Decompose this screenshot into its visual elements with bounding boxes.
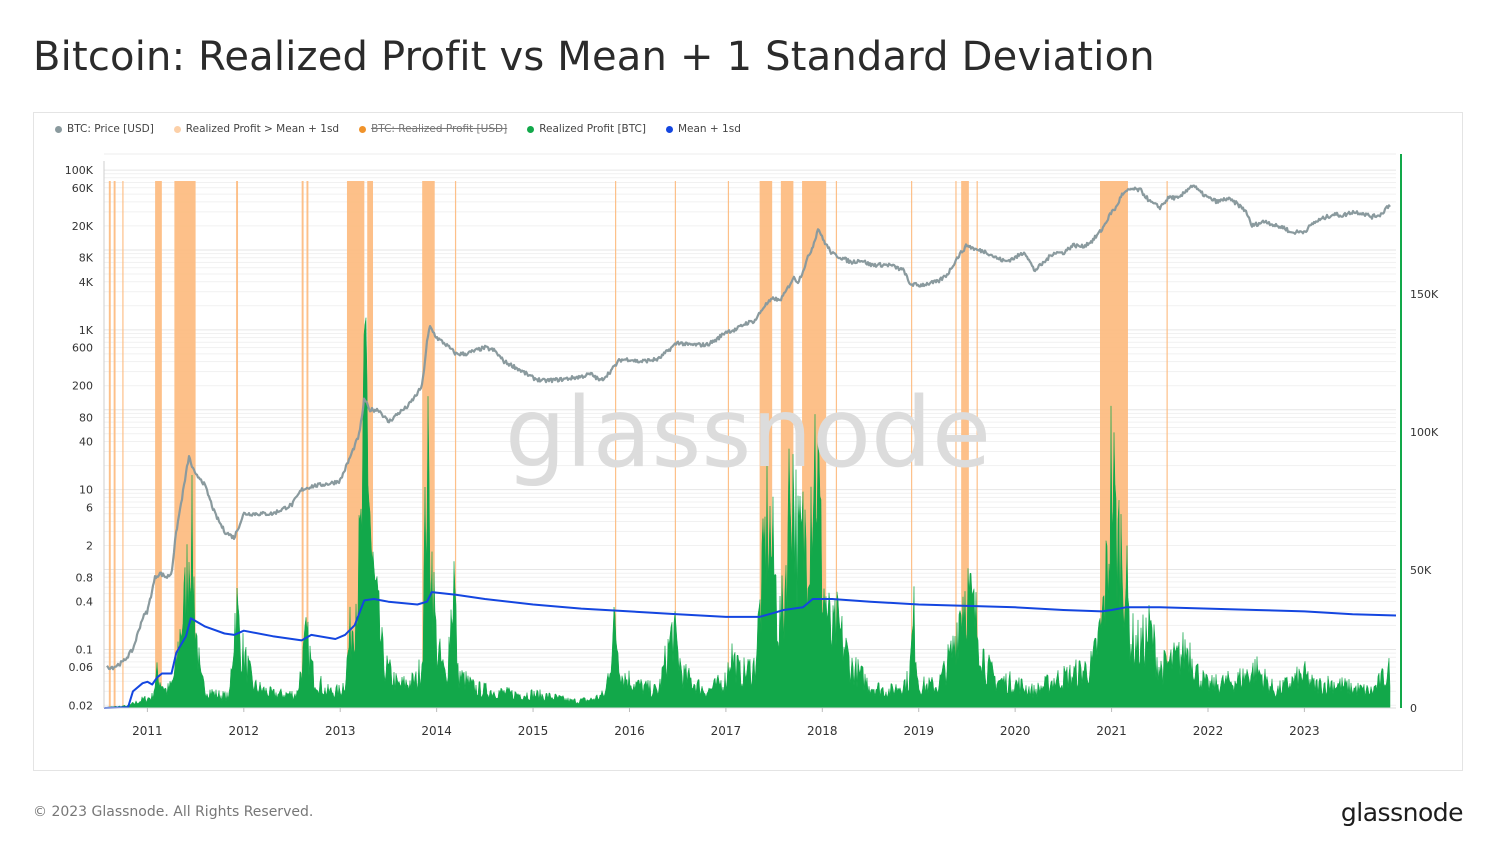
y-left-tick-label: 0.06: [69, 661, 94, 674]
y-left-tick-label: 1K: [79, 324, 94, 337]
y-left-tick-label: 2: [86, 540, 93, 553]
highlight-band: [911, 181, 913, 708]
y-left-tick-label: 100K: [65, 164, 94, 177]
x-tick-label: 2016: [614, 724, 645, 738]
legend-label: Realized Profit > Mean + 1sd: [185, 123, 340, 135]
realized-profit-area: [103, 317, 1391, 709]
y-left-tick-label: 0.1: [76, 643, 94, 656]
x-tick-label: 2022: [1193, 724, 1224, 738]
highlight-band: [727, 181, 730, 708]
y-left-tick-label: 20K: [72, 220, 94, 233]
y-left-tick-label: 8K: [79, 252, 94, 265]
legend-item[interactable]: Realized Profit > Mean + 1sd: [173, 123, 340, 135]
y-right-tick-label: 150K: [1410, 288, 1439, 301]
y-left-tick-label: 6: [86, 501, 93, 514]
highlight-band: [961, 181, 969, 708]
y-left-tick-label: 0.8: [76, 571, 94, 584]
y-left-tick-label: 600: [72, 342, 93, 355]
highlight-band: [367, 181, 374, 708]
x-tick-label: 2021: [1096, 724, 1127, 738]
legend-swatch: [55, 125, 62, 133]
legend-item[interactable]: BTC: Price [USD]: [55, 123, 154, 135]
highlight-band: [236, 181, 239, 708]
x-tick-label: 2018: [807, 724, 838, 738]
y-left-tick-label: 40: [79, 436, 93, 449]
y-right-tick-label: 50K: [1410, 564, 1432, 577]
x-tick-label: 2014: [421, 724, 452, 738]
y-right-tick-label: 0: [1410, 702, 1417, 715]
watermark: glassnode: [505, 377, 991, 489]
y-left-tick-label: 200: [72, 380, 93, 393]
highlight-band: [108, 181, 111, 708]
legend-item[interactable]: Realized Profit [BTC]: [527, 123, 646, 135]
legend-label: BTC: Realized Profit [USD]: [371, 123, 508, 135]
highlight-band: [155, 181, 162, 708]
mean-plus-1sd-line: [103, 591, 1397, 709]
legend-swatch: [665, 125, 673, 133]
x-tick-label: 2013: [325, 724, 356, 738]
price-line: [106, 184, 1391, 671]
x-tick-label: 2019: [903, 724, 934, 738]
legend-label: Mean + 1sd: [677, 123, 741, 135]
realized-profit-layer: [103, 317, 1391, 709]
y-left-tick-label: 0.4: [76, 595, 94, 608]
y-left-tick-label: 0.02: [69, 699, 94, 712]
legend-label: Realized Profit [BTC]: [539, 123, 646, 135]
highlight-band: [454, 181, 457, 708]
page-title: Bitcoin: Realized Profit vs Mean + 1 Sta…: [33, 34, 1155, 80]
legend-swatch: [527, 125, 535, 133]
mean-layer: [103, 591, 1397, 709]
highlight-band: [835, 181, 838, 708]
y-left-tick-label: 60K: [72, 182, 94, 195]
highlight-band: [306, 181, 309, 708]
x-tick-label: 2020: [1000, 724, 1031, 738]
highlight-band: [301, 181, 304, 708]
legend: BTC: Price [USD] Realized Profit > Mean +…: [55, 121, 761, 137]
highlight-band: [113, 181, 116, 708]
highlight-band: [674, 181, 676, 708]
y-left-tick-label: 10: [79, 484, 93, 497]
glassnode-logo[interactable]: glassnode: [1340, 798, 1464, 827]
highlight-band: [1166, 181, 1168, 708]
y-left-tick-label: 4K: [79, 276, 94, 289]
highlight-band: [174, 181, 196, 708]
x-tick-label: 2012: [229, 724, 260, 738]
legend-swatch: [173, 125, 181, 133]
highlight-band: [122, 181, 124, 708]
price-layer: [106, 184, 1391, 671]
x-tick-label: 2017: [711, 724, 742, 738]
legend-swatch: [359, 125, 367, 133]
y-left-tick-label: 80: [79, 412, 93, 425]
legend-item[interactable]: BTC: Realized Profit [USD]: [359, 123, 507, 135]
x-tick-label: 2023: [1289, 724, 1320, 738]
legend-item[interactable]: Mean + 1sd: [665, 123, 741, 135]
footer-copyright: © 2023 Glassnode. All Rights Reserved.: [33, 804, 314, 820]
x-tick-label: 2011: [132, 724, 163, 738]
highlight-band: [955, 181, 957, 708]
highlight-band: [976, 181, 978, 708]
legend-label: BTC: Price [USD]: [67, 123, 154, 135]
y-right-tick-label: 100K: [1410, 426, 1439, 439]
axes: 0.02 0.06 0.1 0.4 0.8 2 6 10 40 80 200 600 1K 4K 8K 20K…: [65, 154, 1439, 738]
highlight-band: [615, 181, 617, 708]
x-tick-label: 2015: [518, 724, 549, 738]
